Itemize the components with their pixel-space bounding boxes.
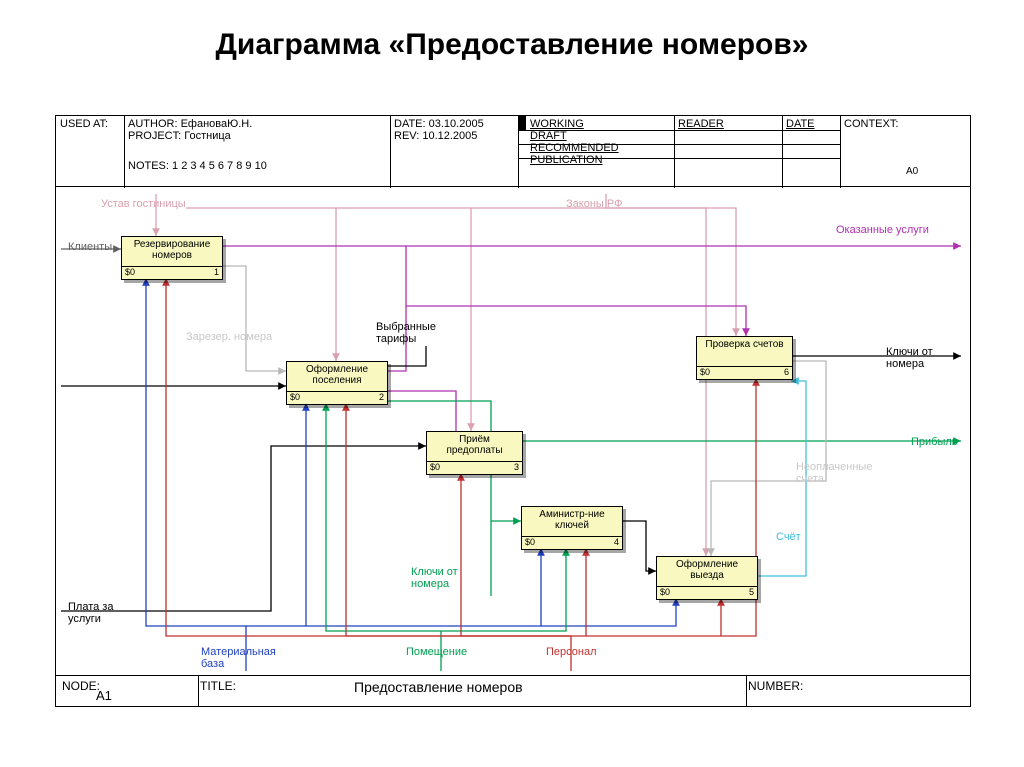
flow-label: Оказанные услуги <box>836 224 929 236</box>
number-label: NUMBER: <box>748 679 803 693</box>
activity-title: Приём предоплаты <box>427 432 522 458</box>
notes-line: NOTES: 1 2 3 4 5 6 7 8 9 10 <box>128 160 386 172</box>
flow-label: Неоплаченные счета <box>796 461 876 485</box>
flow-label: Счёт <box>776 531 801 543</box>
header-block: USED AT: AUTHOR: ЕфановаЮ.Н. PROJECT: Го… <box>56 116 970 187</box>
flow-label: Плата за услуги <box>68 601 148 625</box>
status-draft: DRAFT <box>530 130 670 142</box>
flow-label: Выбранные тарифы <box>376 321 456 345</box>
rev-line: REV: 10.12.2005 <box>394 130 514 142</box>
page-title: Диаграмма «Предоставление номеров» <box>0 0 1024 80</box>
status-marker <box>518 116 526 130</box>
diagram-frame: USED AT: AUTHOR: ЕфановаЮ.Н. PROJECT: Го… <box>55 115 971 707</box>
context-label: CONTEXT: <box>844 118 970 130</box>
flow-label: Зарезер. номера <box>186 331 272 343</box>
flow-label: Прибыль <box>911 436 958 448</box>
title-label: TITLE: <box>200 679 236 693</box>
flow-label: Устав гостиницы <box>101 198 186 210</box>
activity-title: Резервирование номеров <box>122 237 222 263</box>
activity-title: Оформление поселения <box>287 362 387 388</box>
activity-footer: $02 <box>287 391 387 404</box>
flow-label: Законы РФ <box>566 198 622 210</box>
used-at-cell: USED AT: <box>56 116 125 188</box>
activity-box-2: Оформление поселения $02 <box>286 361 388 405</box>
node-value: A1 <box>96 688 112 703</box>
status-publication: PUBLICATION <box>530 154 670 166</box>
activity-footer: $01 <box>122 266 222 279</box>
flow-label: Персонал <box>546 646 597 658</box>
context-code: A0 <box>906 166 918 177</box>
title-value: Предоставление номеров <box>354 679 523 695</box>
activity-box-1: Резервирование номеров $01 <box>121 236 223 280</box>
project-line: PROJECT: Гостница <box>128 130 386 142</box>
flow-label: Клиенты <box>68 241 112 253</box>
diagram-area: Резервирование номеров $01 Оформление посе… <box>56 186 970 676</box>
author-line: AUTHOR: ЕфановаЮ.Н. <box>128 118 386 130</box>
activity-title: Аминистр-ние ключей <box>522 507 622 533</box>
node-label: NODE: <box>62 679 100 693</box>
status-working: WORKING <box>530 118 670 130</box>
reader-cell: READER <box>674 116 783 188</box>
activity-title: Проверка счетов <box>697 337 792 352</box>
activity-box-5: Оформление выезда $05 <box>656 556 758 600</box>
date-line: DATE: 03.10.2005 <box>394 118 514 130</box>
flow-label: Ключи от номера <box>411 566 491 590</box>
activity-title: Оформление выезда <box>657 557 757 583</box>
activity-footer: $04 <box>522 536 622 549</box>
activity-box-6: Проверка счетов $06 <box>696 336 793 380</box>
date2-cell: DATE <box>782 116 841 188</box>
flow-label: Материальная база <box>201 646 281 670</box>
flow-label: Ключи от номера <box>886 346 966 370</box>
activity-box-4: Аминистр-ние ключей $04 <box>521 506 623 550</box>
activity-box-3: Приём предоплаты $03 <box>426 431 523 475</box>
footer-block: NODE: A1 TITLE: Предоставление номеров N… <box>56 675 970 706</box>
activity-footer: $05 <box>657 586 757 599</box>
flow-label: Помещение <box>406 646 467 658</box>
activity-footer: $06 <box>697 366 792 379</box>
activity-footer: $03 <box>427 461 522 474</box>
